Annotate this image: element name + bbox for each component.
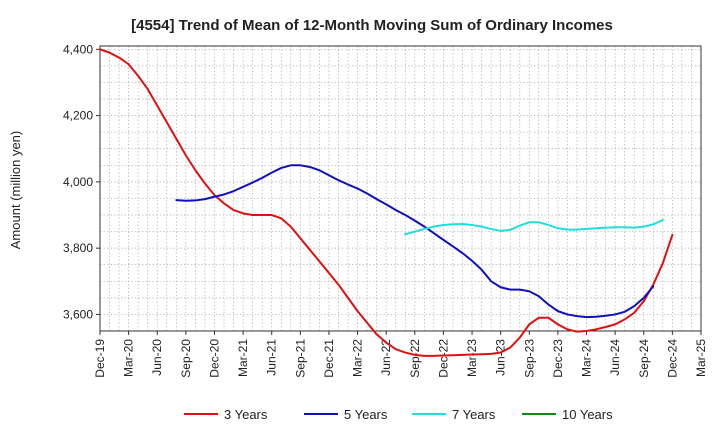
x-tick-label: Jun-21	[265, 339, 279, 376]
x-tick-label: Mar-22	[351, 339, 365, 377]
series-line-5-years	[175, 164, 655, 319]
plot-frame	[99, 45, 702, 332]
y-tick-label: 3,600	[63, 307, 93, 321]
x-tick-label: Dec-23	[551, 339, 565, 378]
legend-label-3-years: 3 Years	[224, 407, 268, 422]
plot-background	[100, 46, 701, 331]
x-tick-label: Jun-24	[608, 339, 622, 376]
legend: 3 Years 5 Years 7 Years 10 Years	[184, 407, 613, 422]
x-tick-label: Mar-20	[122, 339, 136, 377]
x-tick-label: Dec-20	[207, 339, 221, 378]
series-line-7-years	[404, 218, 664, 236]
x-tick-label: Sep-23	[522, 339, 536, 378]
y-axis-label: Amount (million yen)	[8, 131, 23, 250]
x-tick-label: Mar-24	[580, 339, 594, 377]
y-tick-label: 4,400	[63, 42, 93, 56]
chart-title: [4554] Trend of Mean of 12-Month Moving …	[131, 17, 613, 34]
legend-label-5-years: 5 Years	[344, 407, 388, 422]
x-tick-label: Dec-21	[322, 339, 336, 378]
x-tick-label: Sep-21	[293, 339, 307, 378]
x-tick-label: Jun-22	[379, 339, 393, 376]
y-tick-label: 3,800	[63, 241, 93, 255]
x-tick-label: Mar-21	[236, 339, 250, 377]
series-line-3-years	[99, 48, 674, 357]
x-tick-label: Mar-23	[465, 339, 479, 377]
x-tick-label: Dec-19	[93, 339, 107, 378]
x-tick-label: Sep-22	[408, 339, 422, 378]
plot-area: 3,600 3,800 4,000 4,200 4,400 Dec-19 Mar-20 Jun…	[63, 42, 708, 377]
x-tick-label: Jun-23	[494, 339, 508, 376]
x-tick-label: Jun-20	[150, 339, 164, 376]
x-tick-label: Sep-20	[179, 339, 193, 378]
y-tick-label: 4,000	[63, 175, 93, 189]
x-tick-label: Dec-22	[436, 339, 450, 378]
x-tick-label: Sep-24	[637, 339, 651, 378]
x-tick-label: Mar-25	[694, 339, 708, 377]
legend-label-10-years: 10 Years	[562, 407, 613, 422]
x-tick-label: Dec-24	[665, 339, 679, 378]
y-tick-label: 4,200	[63, 109, 93, 123]
legend-label-7-years: 7 Years	[452, 407, 496, 422]
